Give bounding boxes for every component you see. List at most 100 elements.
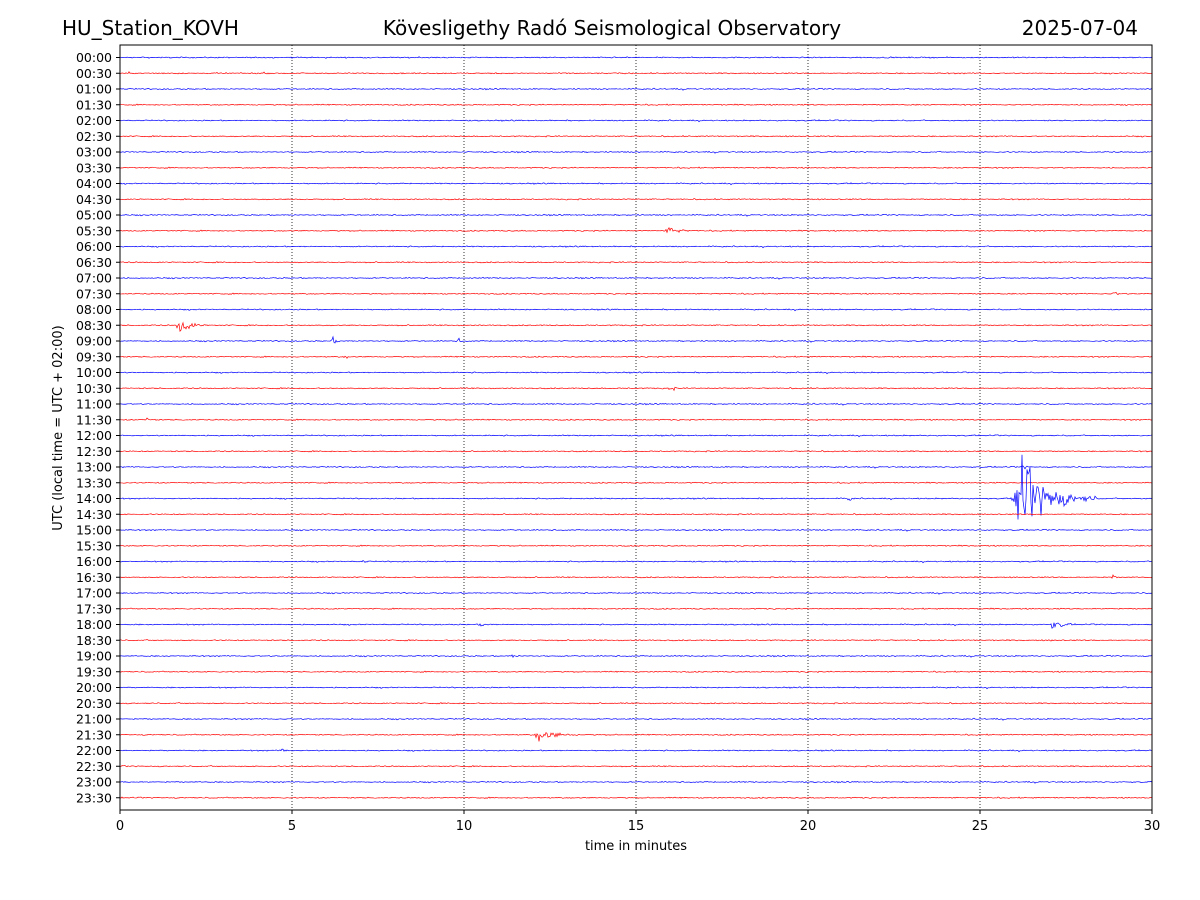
row-label-0530: 05:30: [76, 223, 112, 238]
observatory-title: Kövesligethy Radó Seismological Observat…: [383, 16, 841, 40]
trace-2300: [119, 780, 1153, 784]
trace-0830: [119, 321, 1153, 332]
row-label-1300: 13:00: [76, 460, 112, 475]
row-label-2000: 20:00: [76, 680, 112, 695]
row-label-2030: 20:30: [76, 696, 112, 711]
trace-1100: [119, 402, 1153, 406]
trace-0030: [119, 71, 1153, 75]
x-tick-label-25: 25: [972, 819, 989, 834]
row-label-1100: 11:00: [76, 397, 112, 412]
trace-1700: [119, 591, 1153, 595]
row-label-2300: 23:00: [76, 775, 112, 790]
trace-1200: [119, 434, 1153, 438]
trace-0330: [119, 166, 1153, 170]
y-axis-label: UTC (local time = UTC + 02:00): [51, 325, 66, 530]
row-label-1500: 15:00: [76, 523, 112, 538]
x-tick-label-15: 15: [628, 819, 645, 834]
row-label-0200: 02:00: [76, 113, 112, 128]
trace-0230: [119, 134, 1153, 138]
row-label-2230: 22:30: [76, 759, 112, 774]
trace-1930: [119, 670, 1153, 674]
x-tick-label-10: 10: [456, 819, 473, 834]
row-label-2330: 23:30: [76, 790, 112, 805]
trace-1400: [119, 454, 1153, 520]
trace-group: [119, 56, 1153, 800]
trace-0700: [119, 276, 1153, 280]
x-tick-label-20: 20: [800, 819, 817, 834]
trace-2100: [119, 717, 1153, 721]
trace-0500: [119, 213, 1153, 217]
x-tick-label-5: 5: [288, 819, 296, 834]
station-title: HU_Station_KOVH: [62, 16, 239, 40]
trace-2000: [119, 686, 1153, 690]
trace-0300: [119, 150, 1152, 154]
row-label-0930: 09:30: [76, 349, 112, 364]
row-label-0830: 08:30: [76, 318, 112, 333]
x-tick-group: 0 5 10 15 20 25 30: [116, 810, 1160, 834]
trace-0000: [119, 56, 1153, 59]
row-label-1230: 12:30: [76, 444, 112, 459]
trace-0130: [119, 103, 1153, 107]
row-label-2100: 21:00: [76, 712, 112, 727]
row-label-0230: 02:30: [76, 129, 112, 144]
x-tick-label-0: 0: [116, 819, 124, 834]
row-label-1830: 18:30: [76, 633, 112, 648]
trace-1800: [119, 622, 1153, 629]
trace-1330: [119, 481, 1153, 485]
trace-0630: [119, 260, 1153, 264]
row-label-0800: 08:00: [76, 302, 112, 317]
trace-1130: [119, 417, 1153, 422]
row-label-1200: 12:00: [76, 428, 112, 443]
row-label-0500: 05:00: [76, 208, 112, 223]
row-label-0430: 04:30: [76, 192, 112, 207]
row-label-0030: 00:30: [76, 66, 112, 81]
row-label-group: 00:0000:3001:0001:3002:0002:3003:0003:30…: [76, 50, 120, 805]
trace-1630: [119, 574, 1153, 579]
row-label-0900: 09:00: [76, 334, 112, 349]
x-tick-label-30: 30: [1144, 819, 1161, 834]
row-label-1900: 19:00: [76, 649, 112, 664]
row-label-1700: 17:00: [76, 586, 112, 601]
row-label-1430: 14:30: [76, 507, 112, 522]
row-label-1800: 18:00: [76, 617, 112, 632]
trace-1430: [119, 512, 1153, 516]
trace-1530: [119, 544, 1153, 548]
trace-1900: [119, 654, 1153, 659]
row-label-1930: 19:30: [76, 664, 112, 679]
trace-0930: [119, 355, 1153, 359]
row-label-2130: 21:30: [76, 727, 112, 742]
row-label-0630: 06:30: [76, 255, 112, 270]
vertical-grid: [291, 45, 981, 810]
row-label-1530: 15:30: [76, 538, 112, 553]
trace-1830: [119, 638, 1153, 642]
row-label-2200: 22:00: [76, 743, 112, 758]
row-label-1000: 10:00: [76, 365, 112, 380]
plot-frame: [119, 44, 1153, 811]
trace-2200: [119, 748, 1153, 753]
row-label-1330: 13:30: [76, 475, 112, 490]
trace-1300: [119, 465, 1153, 470]
trace-1500: [119, 528, 1153, 532]
trace-2030: [119, 701, 1153, 705]
row-label-1130: 11:30: [76, 412, 112, 427]
row-label-0130: 01:30: [76, 97, 112, 112]
row-label-0330: 03:30: [76, 160, 112, 175]
row-label-0300: 03:00: [76, 145, 112, 160]
x-axis-label: time in minutes: [585, 839, 687, 854]
trace-0900: [119, 335, 1153, 344]
row-label-0730: 07:30: [76, 286, 112, 301]
trace-1600: [119, 560, 1153, 564]
trace-0400: [119, 182, 1153, 186]
trace-0530: [119, 227, 1153, 234]
trace-1000: [119, 371, 1153, 375]
row-label-0700: 07:00: [76, 271, 112, 286]
row-label-1030: 10:30: [76, 381, 112, 396]
trace-1230: [119, 449, 1153, 453]
trace-0800: [119, 308, 1153, 312]
trace-2230: [119, 764, 1153, 768]
row-label-0100: 01:00: [76, 82, 112, 97]
trace-2130: [119, 732, 1153, 742]
trace-0600: [119, 245, 1153, 249]
trace-0730: [119, 291, 1153, 296]
trace-1030: [119, 386, 1153, 392]
